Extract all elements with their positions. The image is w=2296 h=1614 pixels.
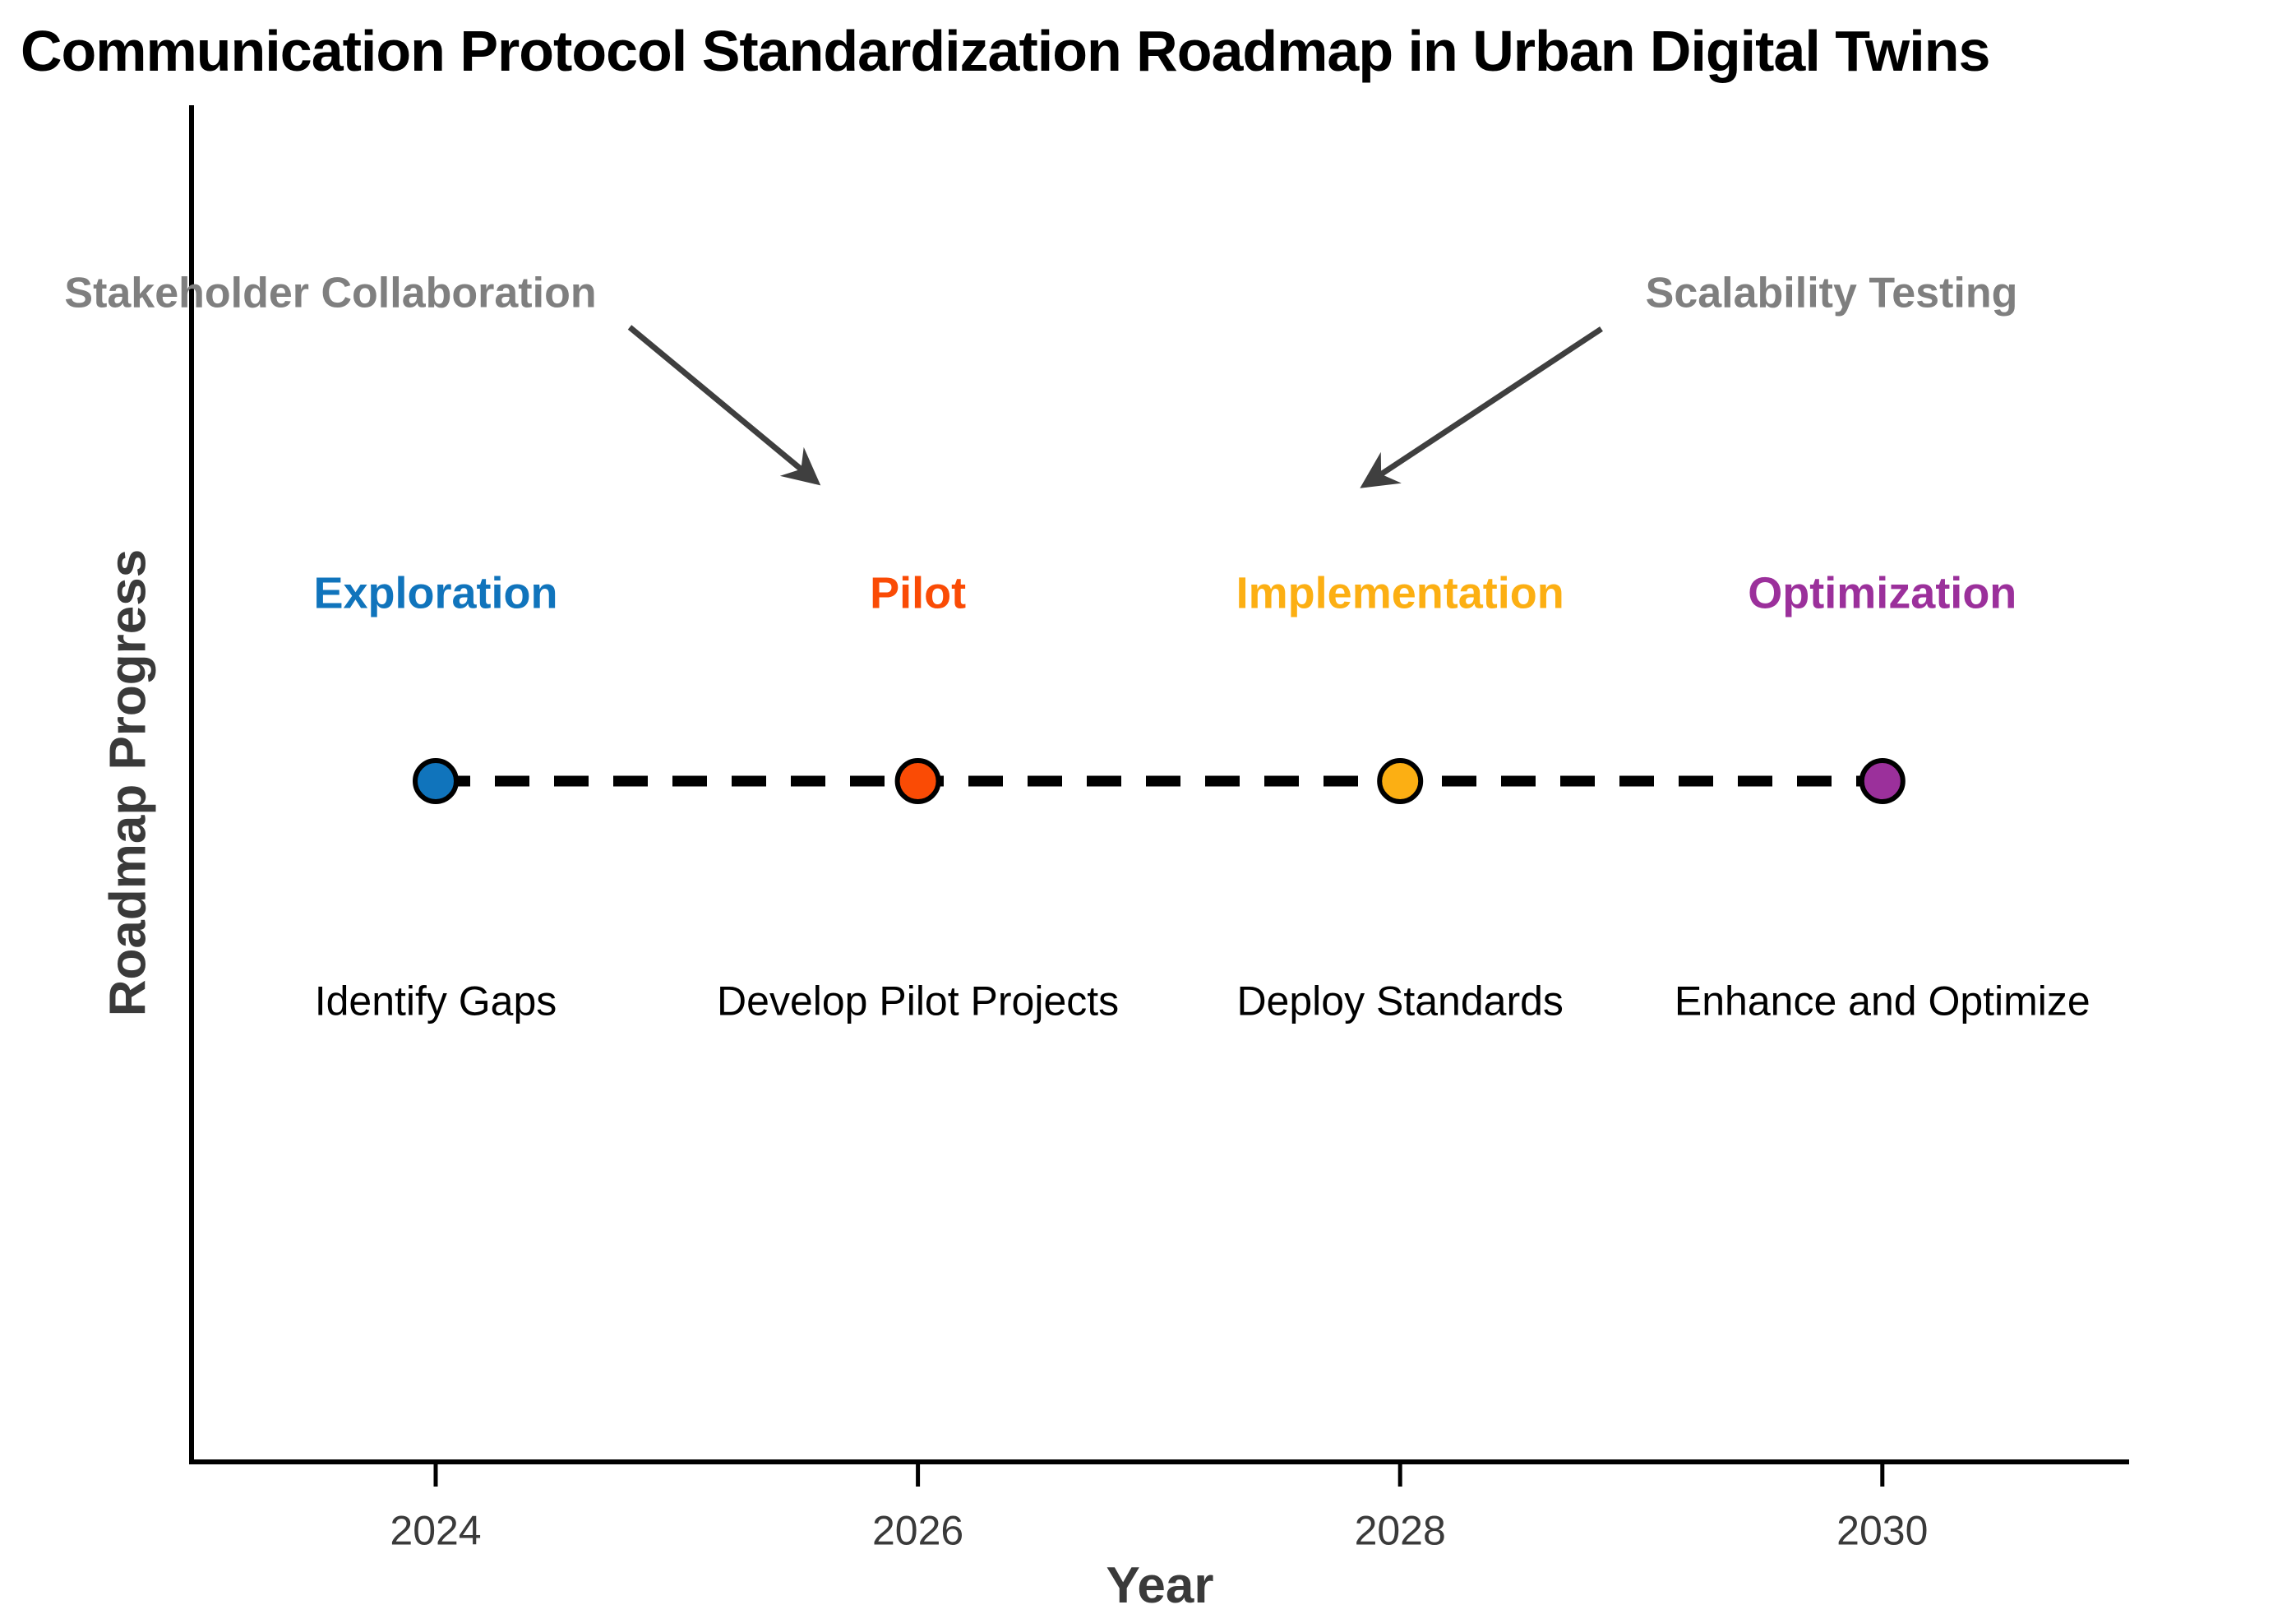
action-label-implementation: Deploy Standards <box>1236 978 1564 1024</box>
y-axis-label: Roadmap Progress <box>99 548 157 1017</box>
action-label-exploration: Identify Gaps <box>314 978 557 1024</box>
x-tick-label-2028: 2028 <box>1354 1507 1446 1554</box>
annotation-stakeholder-collaboration: Stakeholder Collaboration <box>64 269 597 317</box>
action-label-pilot: Develop Pilot Projects <box>717 978 1120 1024</box>
annotation-arrow-stakeholder-collaboration <box>627 325 821 486</box>
x-axis-label: Year <box>1106 1556 1214 1614</box>
phase-label-optimization: Optimization <box>1748 568 2017 618</box>
milestone-dot-pilot <box>894 758 941 804</box>
chart-title: Communication Protocol Standardization R… <box>21 19 1990 83</box>
milestone-dot-exploration <box>413 758 459 804</box>
x-tick-label-2030: 2030 <box>1836 1507 1929 1554</box>
action-label-optimization: Enhance and Optimize <box>1674 978 2090 1024</box>
phase-label-pilot: Pilot <box>870 568 967 618</box>
milestone-dot-optimization <box>1859 758 1906 804</box>
milestone-dot-implementation <box>1377 758 1424 804</box>
milestone-dots <box>413 758 1906 804</box>
x-tick-label-2026: 2026 <box>871 1507 964 1554</box>
x-tick-marks <box>433 1462 1885 1487</box>
annotation-scalability-testing: Scalability Testing <box>1645 269 2018 317</box>
phase-label-implementation: Implementation <box>1236 568 1564 618</box>
annotation-arrow-scalability-testing <box>1360 326 1603 488</box>
phase-label-exploration: Exploration <box>313 568 558 618</box>
x-tick-label-2024: 2024 <box>390 1507 482 1554</box>
